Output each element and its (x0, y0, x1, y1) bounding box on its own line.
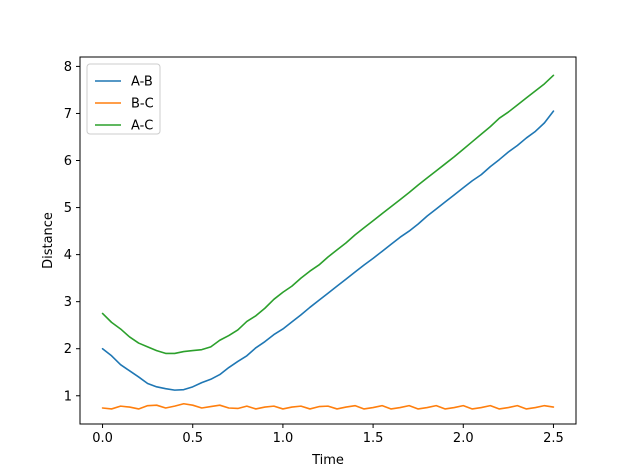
x-axis-label: Time (311, 453, 344, 468)
series-line-a-c (101, 74, 555, 355)
series-line-b-c (101, 402, 555, 410)
x-tick-label: 0.0 (92, 431, 113, 446)
y-tick-label: 5 (64, 201, 72, 216)
x-tick-label: 1.0 (273, 431, 294, 446)
series-layer (101, 74, 555, 410)
x-axis: 0.0 0.5 1.0 1.5 2.0 2.5 (92, 424, 564, 446)
legend-label-a-c: A-C (131, 119, 153, 134)
y-tick-label: 1 (64, 389, 72, 404)
y-axis: 1 2 3 4 5 6 7 8 (64, 60, 80, 404)
x-tick-label: 2.0 (453, 431, 474, 446)
legend: A-B B-C A-C (86, 63, 161, 135)
y-tick-label: 2 (64, 342, 72, 357)
y-axis-label: Distance (41, 212, 56, 269)
y-tick-label: 3 (64, 295, 72, 310)
x-tick-label: 0.5 (182, 431, 203, 446)
y-tick-label: 6 (64, 154, 72, 169)
y-tick-label: 4 (64, 248, 72, 263)
y-tick-label: 7 (64, 107, 72, 122)
legend-label-b-c: B-C (131, 97, 154, 112)
legend-label-a-b: A-B (131, 75, 153, 90)
x-tick-label: 1.5 (363, 431, 384, 446)
x-tick-label: 2.5 (543, 431, 564, 446)
plot-frame (79, 56, 577, 425)
series-line-a-b (101, 110, 555, 391)
y-tick-label: 8 (64, 60, 72, 75)
